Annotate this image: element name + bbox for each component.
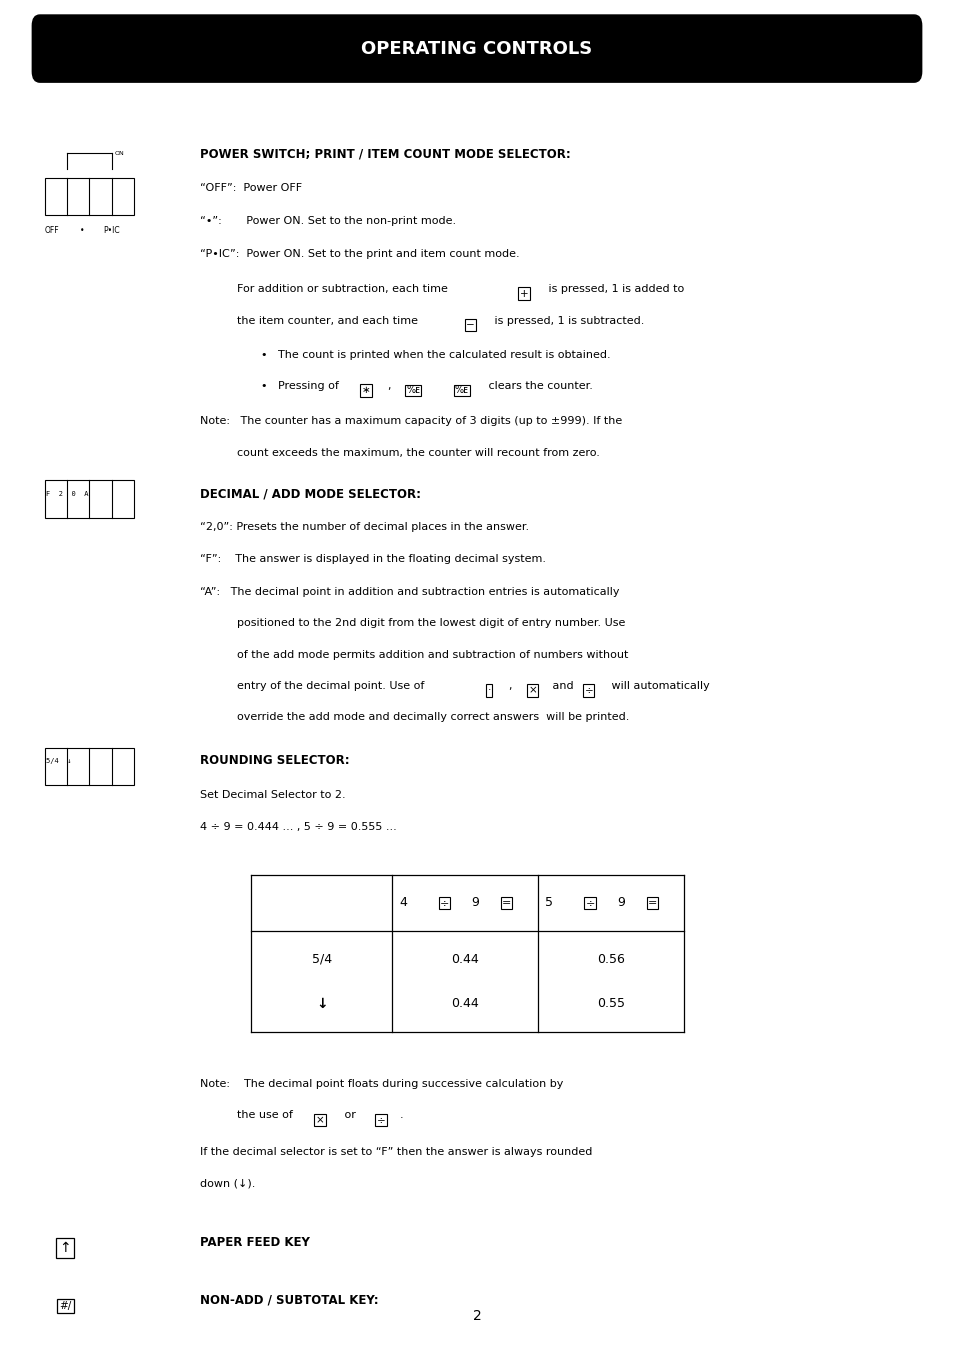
Text: 0.44: 0.44 xyxy=(451,953,478,966)
Text: 9: 9 xyxy=(471,897,479,909)
Text: %ᴇ: %ᴇ xyxy=(455,385,469,395)
Text: “F”:    The answer is displayed in the floating decimal system.: “F”: The answer is displayed in the floa… xyxy=(199,554,545,565)
Bar xyxy=(45,480,133,518)
Text: 9: 9 xyxy=(617,897,624,909)
Text: “A”:   The decimal point in addition and subtraction entries is automatically: “A”: The decimal point in addition and s… xyxy=(199,586,618,597)
Text: ·: · xyxy=(487,685,491,695)
Text: 0.56: 0.56 xyxy=(597,953,624,966)
Text: POWER SWITCH; PRINT / ITEM COUNT MODE SELECTOR:: POWER SWITCH; PRINT / ITEM COUNT MODE SE… xyxy=(199,148,570,161)
Text: If the decimal selector is set to “F” then the answer is always rounded: If the decimal selector is set to “F” th… xyxy=(199,1147,592,1158)
Text: PAPER FEED KEY: PAPER FEED KEY xyxy=(199,1236,309,1250)
Text: ON: ON xyxy=(114,151,124,156)
Text: 2: 2 xyxy=(472,1310,481,1323)
Text: or: or xyxy=(340,1110,355,1121)
Text: “•”:       Power ON. Set to the non-print mode.: “•”: Power ON. Set to the non-print mode… xyxy=(199,216,456,227)
Text: “OFF”:  Power OFF: “OFF”: Power OFF xyxy=(199,183,301,193)
Text: •   The count is printed when the calculated result is obtained.: • The count is printed when the calculat… xyxy=(260,350,610,360)
Text: OPERATING CONTROLS: OPERATING CONTROLS xyxy=(361,39,592,57)
Text: ÷: ÷ xyxy=(376,1115,385,1125)
Text: ÷: ÷ xyxy=(439,898,449,908)
Bar xyxy=(45,748,133,786)
Text: DECIMAL / ADD MODE SELECTOR:: DECIMAL / ADD MODE SELECTOR: xyxy=(199,487,420,501)
Text: count exceeds the maximum, the counter will recount from zero.: count exceeds the maximum, the counter w… xyxy=(237,448,599,457)
Text: 0.44: 0.44 xyxy=(451,997,478,1010)
Text: ↓: ↓ xyxy=(315,996,327,1011)
Text: For addition or subtraction, each time: For addition or subtraction, each time xyxy=(237,284,448,294)
Text: ,: , xyxy=(386,381,390,391)
Text: positioned to the 2nd digit from the lowest digit of entry number. Use: positioned to the 2nd digit from the low… xyxy=(237,617,625,628)
Text: 4 ÷ 9 = 0.444 ... , 5 ÷ 9 = 0.555 ...: 4 ÷ 9 = 0.444 ... , 5 ÷ 9 = 0.555 ... xyxy=(199,822,396,832)
Text: ÷: ÷ xyxy=(584,685,593,695)
Text: =: = xyxy=(501,898,511,908)
Text: =: = xyxy=(647,898,657,908)
Text: %ᴇ: %ᴇ xyxy=(406,385,419,395)
Text: −: − xyxy=(466,320,475,330)
Text: the use of: the use of xyxy=(237,1110,293,1121)
Text: “P•IC”:  Power ON. Set to the print and item count mode.: “P•IC”: Power ON. Set to the print and i… xyxy=(199,248,518,259)
Text: Set Decimal Selector to 2.: Set Decimal Selector to 2. xyxy=(199,790,345,799)
Text: ROUNDING SELECTOR:: ROUNDING SELECTOR: xyxy=(199,754,349,767)
Text: •: • xyxy=(80,225,84,235)
Text: ∗: ∗ xyxy=(361,385,370,395)
Text: 0.55: 0.55 xyxy=(597,997,624,1010)
Text: “2,0”: Presets the number of decimal places in the answer.: “2,0”: Presets the number of decimal pla… xyxy=(199,522,528,532)
FancyBboxPatch shape xyxy=(32,15,921,83)
Text: 4: 4 xyxy=(399,897,407,909)
Text: Note:    The decimal point floats during successive calculation by: Note: The decimal point floats during su… xyxy=(199,1079,562,1090)
Text: of the add mode permits addition and subtraction of numbers without: of the add mode permits addition and sub… xyxy=(237,650,628,660)
Text: is pressed, 1 is added to: is pressed, 1 is added to xyxy=(544,284,683,294)
Text: ×: × xyxy=(315,1115,324,1125)
Text: 5: 5 xyxy=(544,897,553,909)
Text: ,: , xyxy=(508,681,511,691)
Text: ÷: ÷ xyxy=(585,898,595,908)
Text: override the add mode and decimally correct answers  will be printed.: override the add mode and decimally corr… xyxy=(237,712,629,722)
Text: .: . xyxy=(399,1110,403,1121)
Text: F  2  0  A: F 2 0 A xyxy=(47,491,89,497)
Text: ×: × xyxy=(528,685,537,695)
Text: clears the counter.: clears the counter. xyxy=(485,381,593,391)
Text: +: + xyxy=(519,289,528,299)
Text: #/: #/ xyxy=(59,1301,71,1311)
Text: Note:   The counter has a maximum capacity of 3 digits (up to ±999). If the: Note: The counter has a maximum capacity… xyxy=(199,417,621,426)
Bar xyxy=(45,178,133,216)
Text: is pressed, 1 is subtracted.: is pressed, 1 is subtracted. xyxy=(491,316,644,326)
Text: OFF: OFF xyxy=(45,225,59,235)
Text: down (↓).: down (↓). xyxy=(199,1179,254,1189)
Text: will automatically: will automatically xyxy=(607,681,709,691)
Text: P•IC: P•IC xyxy=(103,225,120,235)
Text: 5/4  ↓: 5/4 ↓ xyxy=(47,759,71,764)
Text: entry of the decimal point. Use of: entry of the decimal point. Use of xyxy=(237,681,424,691)
Text: and: and xyxy=(549,681,574,691)
Text: the item counter, and each time: the item counter, and each time xyxy=(237,316,417,326)
Text: NON-ADD / SUBTOTAL KEY:: NON-ADD / SUBTOTAL KEY: xyxy=(199,1293,378,1307)
Text: •   Pressing of: • Pressing of xyxy=(260,381,338,391)
Text: ↑: ↑ xyxy=(59,1242,71,1255)
Text: 5/4: 5/4 xyxy=(312,953,332,966)
